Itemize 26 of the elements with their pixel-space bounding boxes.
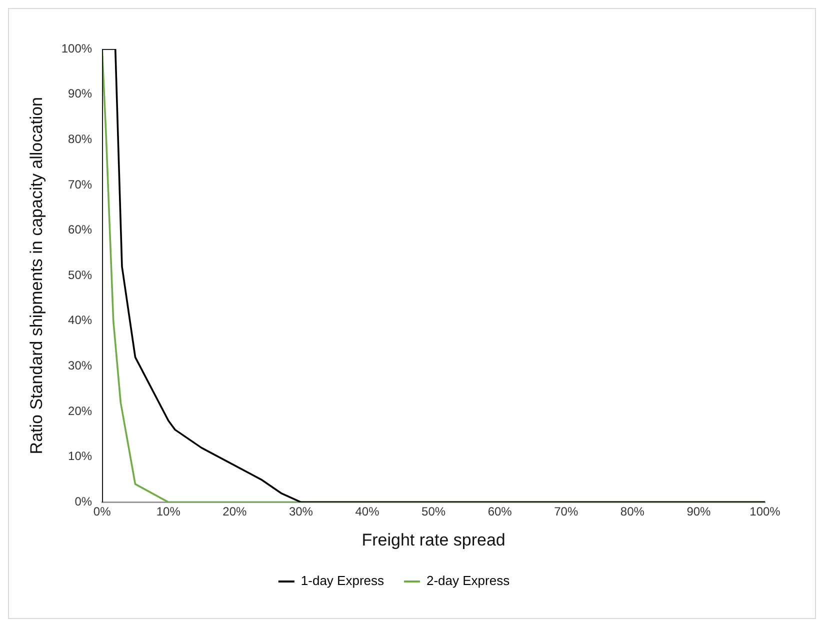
x-tick-label: 30% [288, 504, 314, 519]
x-tick-label: 90% [686, 504, 712, 519]
y-axis-title: Ratio Standard shipments in capacity allocation [26, 97, 46, 454]
x-tick-label: 10% [156, 504, 181, 519]
legend-label: 2-day Express [426, 573, 510, 588]
x-tick-label: 100% [750, 504, 781, 519]
x-tick-label: 50% [422, 504, 446, 519]
x-tick-label: 20% [222, 504, 248, 519]
y-tick-label: 60% [68, 222, 92, 237]
x-axis-title: Freight rate spread [362, 530, 506, 550]
y-tick-label: 30% [68, 358, 92, 373]
y-tick-label: 100% [61, 41, 92, 56]
x-tick-label: 80% [620, 504, 645, 519]
x-tick-label: 60% [488, 504, 512, 519]
y-tick-label: 20% [68, 404, 92, 418]
y-tick-label: 80% [68, 132, 92, 146]
x-tick-label: 40% [355, 504, 380, 519]
y-tick-label: 10% [68, 449, 92, 464]
x-tick-label: 70% [554, 504, 578, 519]
y-tick-label: 50% [68, 268, 92, 282]
y-tick-label: 70% [68, 177, 92, 192]
y-tick-label: 40% [68, 313, 92, 328]
y-tick-label: 0% [74, 494, 92, 509]
legend-label: 1-day Express [300, 573, 384, 588]
x-tick-label: 0% [93, 504, 112, 519]
y-tick-label: 90% [68, 86, 92, 101]
